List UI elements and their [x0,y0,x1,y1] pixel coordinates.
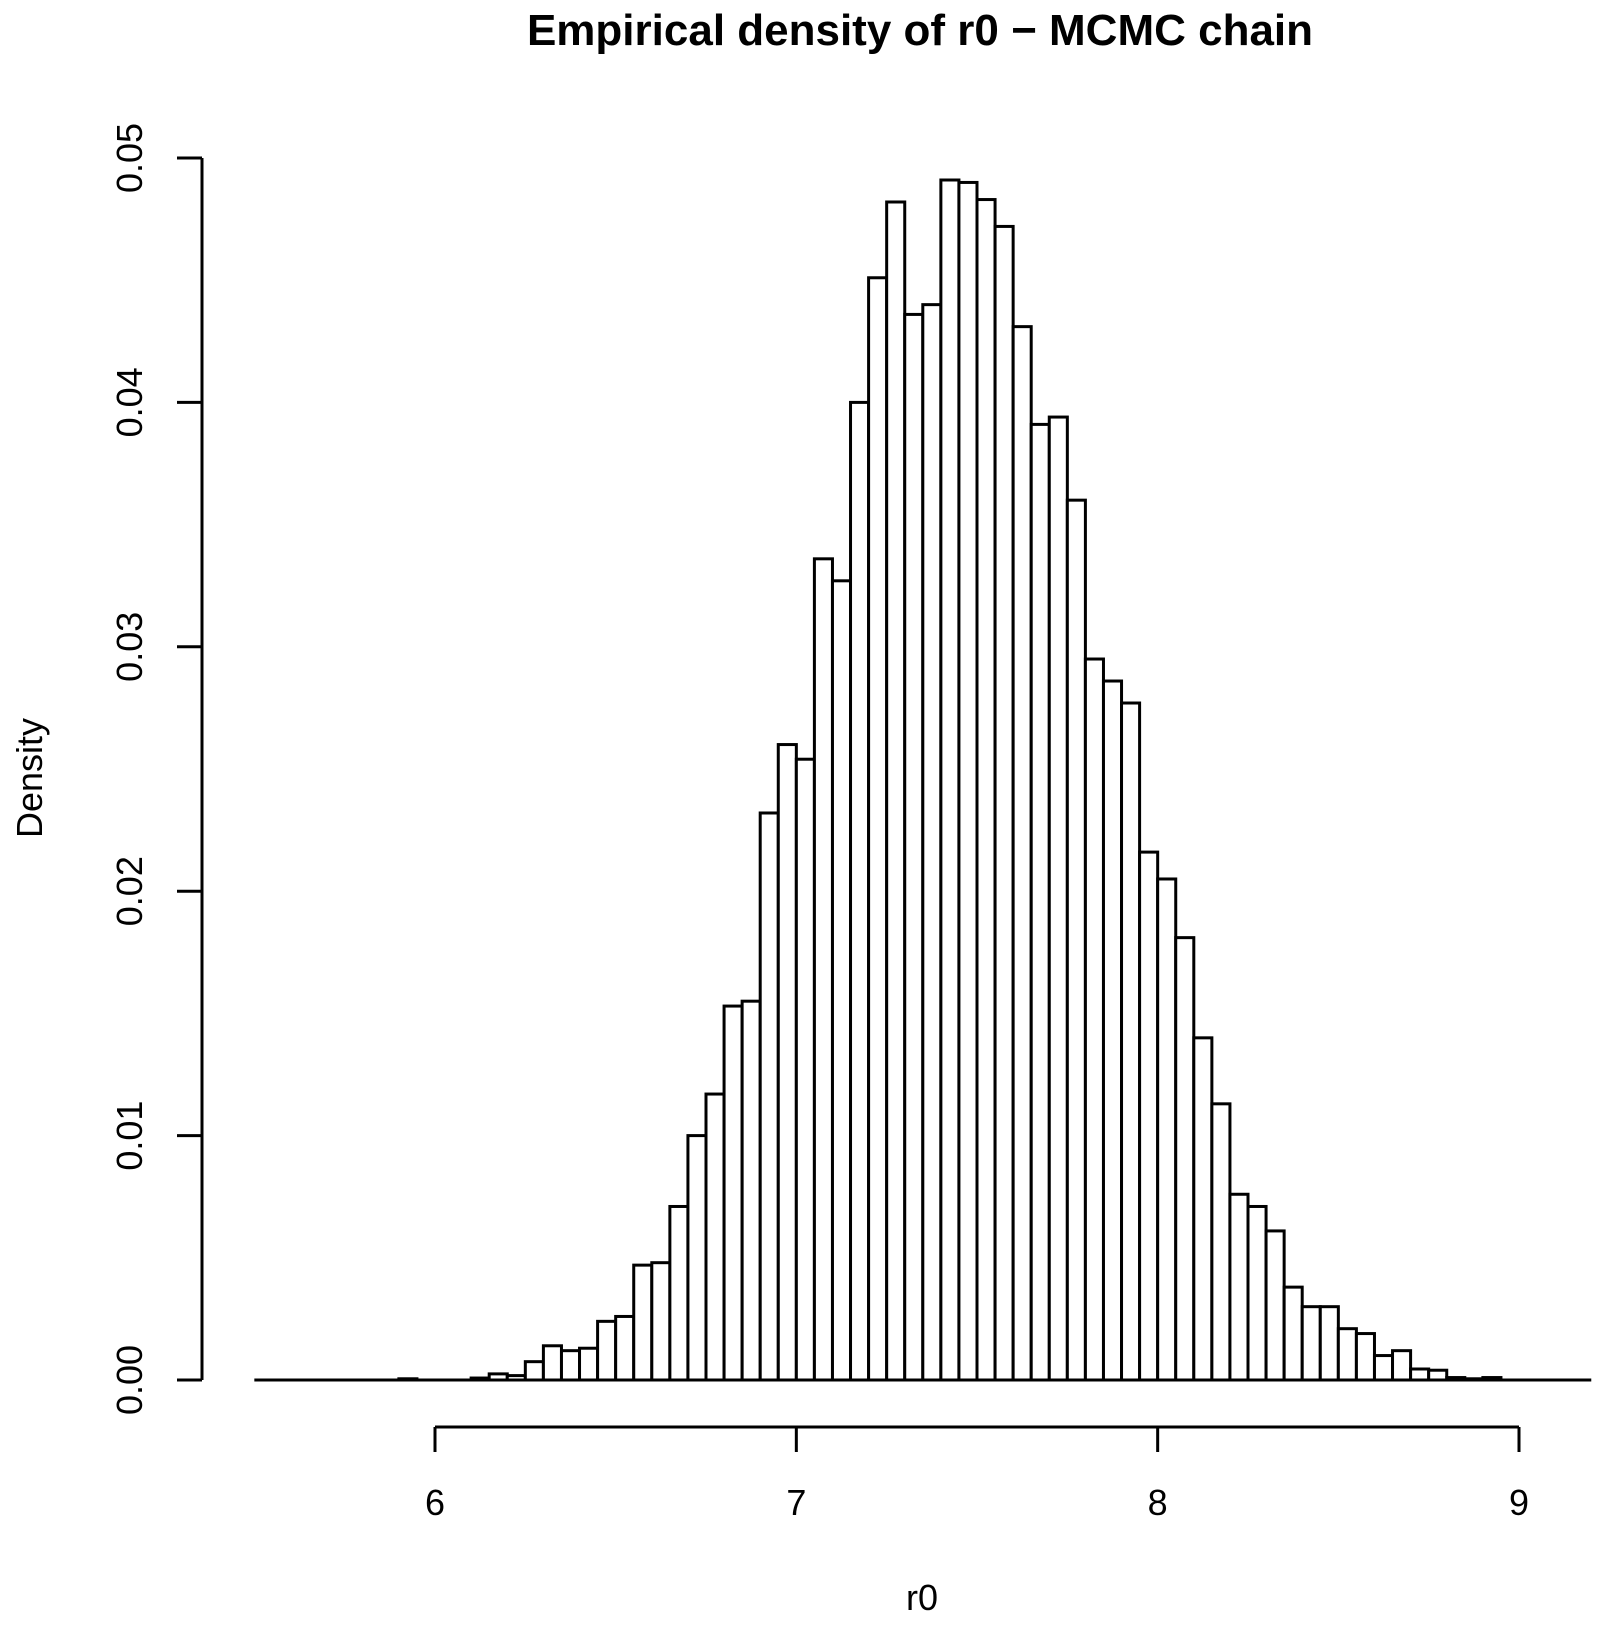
histogram-bar [1101,679,1124,1382]
histogram-bar [1210,1102,1232,1382]
histogram-bar [1354,1332,1376,1382]
histogram-bar [668,1204,690,1382]
histogram-bar [1228,1192,1250,1382]
histogram-bars [397,178,1503,1382]
chart-title: Empirical density of r0 − MCMC chain [527,6,1313,55]
histogram-bar [559,1349,582,1382]
histogram-bar [1120,701,1142,1382]
y-tick-label: 0.03 [109,612,150,682]
y-tick-label: 0.00 [109,1345,150,1415]
histogram-bar [903,312,925,1382]
histogram-bar [758,811,780,1382]
histogram-bar [1318,1305,1340,1382]
histogram-bar [1300,1305,1322,1382]
histogram-bar [1409,1367,1431,1382]
histogram-bar [776,743,798,1382]
y-axis-label: Density [9,718,50,838]
histogram-bar [704,1092,726,1382]
histogram-bar [1174,936,1196,1382]
x-tick-label: 7 [786,1482,806,1523]
histogram-bar [541,1344,563,1382]
histogram-bar [578,1346,600,1382]
histogram-bar [1372,1354,1395,1382]
histogram-bar [523,1360,545,1382]
histogram-bar [1083,657,1105,1382]
histogram-bar [1391,1349,1413,1382]
y-tick-label: 0.02 [109,856,150,926]
y-tick-label: 0.04 [109,367,150,437]
x-tick-label: 9 [1509,1482,1529,1523]
histogram-bar [993,224,1015,1382]
x-tick-label: 8 [1148,1482,1168,1523]
histogram-bar [1246,1204,1268,1382]
histogram-bar [1047,415,1069,1382]
histogram-bar [975,198,997,1382]
histogram-bar [812,557,834,1382]
histogram-bar [1264,1229,1286,1382]
histogram-bar [921,303,943,1382]
histogram-bar [614,1314,636,1382]
histogram-bar [794,757,816,1382]
histogram-bar [686,1134,708,1382]
histogram-bar [1192,1036,1214,1382]
histogram-bar [1336,1327,1358,1382]
histogram-bar [722,1004,744,1382]
histogram-bar [650,1261,672,1382]
x-tick-label: 6 [425,1482,445,1523]
histogram-bar [596,1319,618,1382]
histogram-bar [1029,422,1051,1382]
histogram-bar [1282,1285,1304,1382]
y-tick-label: 0.01 [109,1101,150,1171]
y-axis: 0.00 0.01 0.02 0.03 0.04 0.05 [109,123,204,1415]
histogram-bar [1138,850,1160,1382]
histogram-bar [939,178,961,1382]
histogram-bar [1065,498,1087,1382]
histogram-bar [867,276,889,1382]
histogram-bar [1011,325,1033,1382]
histogram-bar [830,579,853,1382]
histogram-bar [632,1263,654,1382]
histogram-bar [885,200,907,1382]
histogram-bar [957,180,979,1382]
y-tick-label: 0.05 [109,123,150,193]
x-axis: 6 7 8 9 [425,1425,1529,1523]
x-axis-label: r0 [906,1577,938,1618]
histogram-bar [740,999,762,1382]
histogram-bar [1156,877,1178,1382]
histogram-bar [849,400,871,1382]
